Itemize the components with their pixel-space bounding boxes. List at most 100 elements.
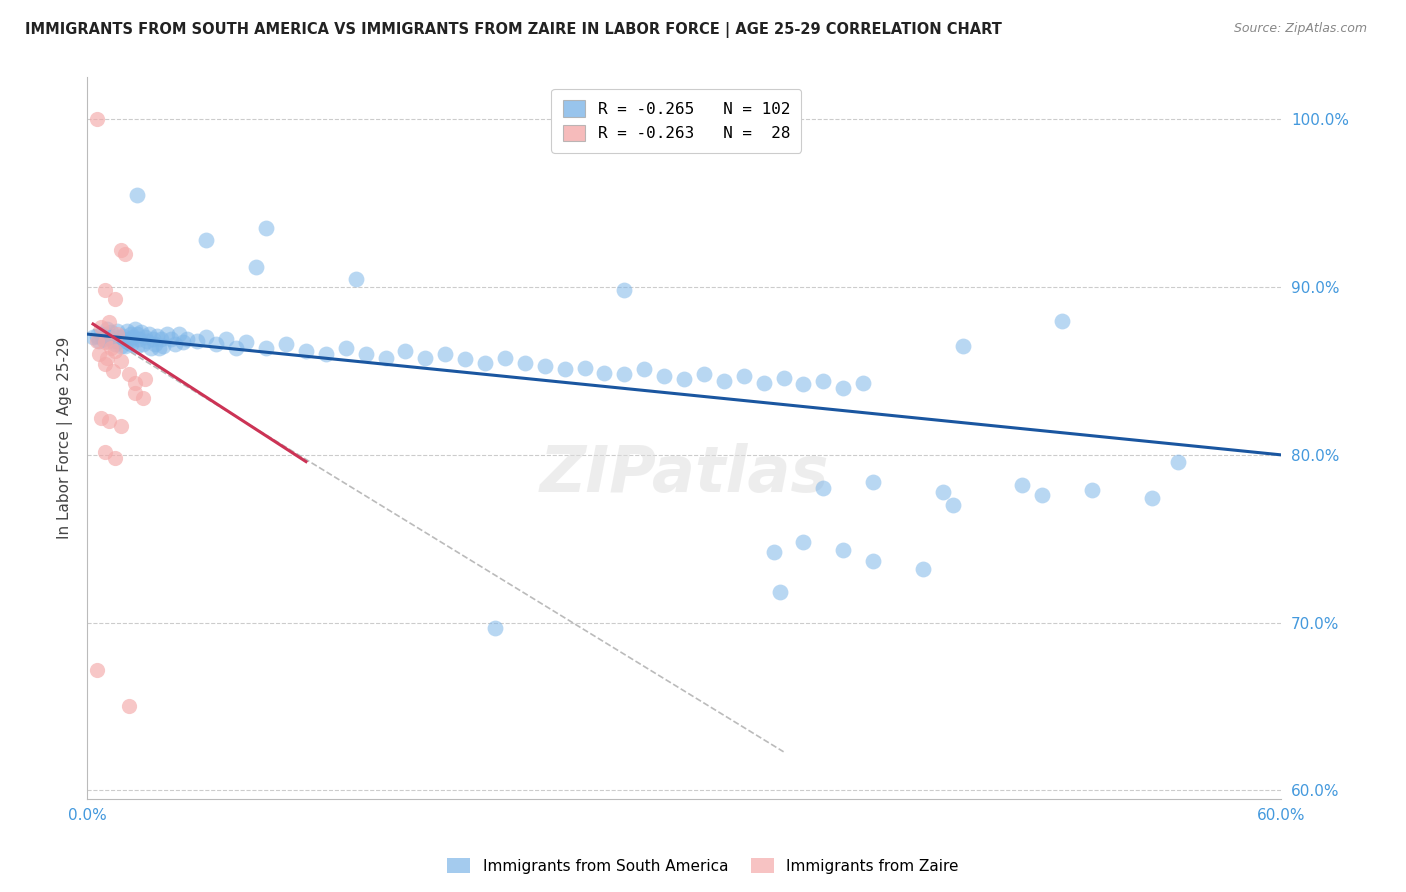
Point (813, 374, 835, 388)
Point (97, 315, 120, 329)
Point (100, 326, 122, 340)
Point (96, 351, 118, 365)
Point (94, 357, 117, 371)
Point (100, 341, 122, 355)
Point (673, 372, 696, 386)
Point (115, 324, 138, 338)
Point (86, 112, 108, 127)
Point (86, 328, 108, 343)
Point (254, 341, 277, 355)
Point (434, 347, 457, 361)
Point (120, 337, 142, 351)
Point (752, 376, 775, 390)
Point (205, 337, 228, 351)
Point (105, 327, 128, 342)
Point (132, 391, 155, 405)
Point (772, 370, 794, 384)
Point (454, 352, 477, 367)
Point (215, 332, 238, 346)
Point (374, 351, 396, 365)
Point (768, 585, 790, 599)
Point (148, 341, 170, 355)
Point (474, 356, 496, 370)
Point (87, 334, 110, 348)
Point (152, 339, 174, 353)
Point (832, 543, 855, 558)
Point (245, 260, 267, 274)
Point (108, 330, 131, 344)
Point (344, 271, 367, 285)
Point (852, 376, 875, 390)
Point (394, 343, 416, 358)
Point (143, 337, 166, 351)
Point (128, 332, 150, 346)
Point (932, 484, 955, 499)
Point (733, 369, 755, 384)
Point (90, 320, 112, 334)
Point (942, 498, 965, 512)
Point (87, 347, 110, 361)
Point (713, 374, 735, 388)
Text: Source: ZipAtlas.com: Source: ZipAtlas.com (1233, 22, 1367, 36)
Point (762, 545, 785, 559)
Point (225, 341, 247, 355)
Point (90, 411, 112, 425)
Point (124, 376, 146, 390)
Point (1050, 314, 1073, 328)
Text: ZIPatlas: ZIPatlas (540, 443, 828, 505)
Point (114, 246, 136, 260)
Point (693, 368, 716, 382)
Point (593, 366, 616, 380)
Point (235, 335, 257, 350)
Point (145, 328, 167, 343)
Point (114, 339, 136, 353)
Point (156, 327, 179, 342)
Point (1140, 491, 1163, 506)
Point (97, 414, 120, 428)
Point (274, 337, 297, 351)
Point (94, 444, 117, 458)
Point (132, 337, 155, 351)
Point (862, 475, 884, 489)
Point (101, 334, 124, 348)
Point (142, 332, 165, 346)
Point (574, 360, 596, 375)
Point (792, 377, 814, 392)
Point (101, 364, 124, 378)
Legend: R = -0.265   N = 102, R = -0.263   N =  28: R = -0.265 N = 102, R = -0.263 N = 28 (551, 89, 801, 153)
Point (121, 330, 143, 344)
Point (176, 332, 198, 346)
Point (115, 332, 138, 346)
Point (105, 324, 128, 338)
Point (295, 343, 318, 358)
Point (613, 368, 636, 382)
Point (86, 334, 108, 348)
Point (120, 327, 142, 342)
Point (105, 334, 128, 348)
Point (484, 621, 506, 635)
Point (354, 347, 377, 361)
Point (172, 335, 194, 350)
Point (167, 327, 190, 342)
Text: IMMIGRANTS FROM SOUTH AMERICA VS IMMIGRANTS FROM ZAIRE IN LABOR FORCE | AGE 25-2: IMMIGRANTS FROM SOUTH AMERICA VS IMMIGRA… (25, 22, 1002, 38)
Point (633, 362, 655, 376)
Point (104, 343, 127, 358)
Point (163, 337, 186, 351)
Point (813, 482, 835, 496)
Point (94, 284, 117, 298)
Point (134, 330, 156, 344)
Point (254, 221, 277, 235)
Point (952, 339, 974, 353)
Point (135, 334, 157, 348)
Point (792, 535, 814, 549)
Point (911, 562, 934, 576)
Point (832, 381, 855, 395)
Point (335, 341, 357, 355)
Point (110, 339, 132, 353)
Point (110, 419, 132, 434)
Point (104, 451, 127, 466)
Y-axis label: In Labor Force | Age 25-29: In Labor Force | Age 25-29 (58, 337, 73, 540)
Point (118, 335, 141, 350)
Point (513, 356, 536, 370)
Point (613, 284, 636, 298)
